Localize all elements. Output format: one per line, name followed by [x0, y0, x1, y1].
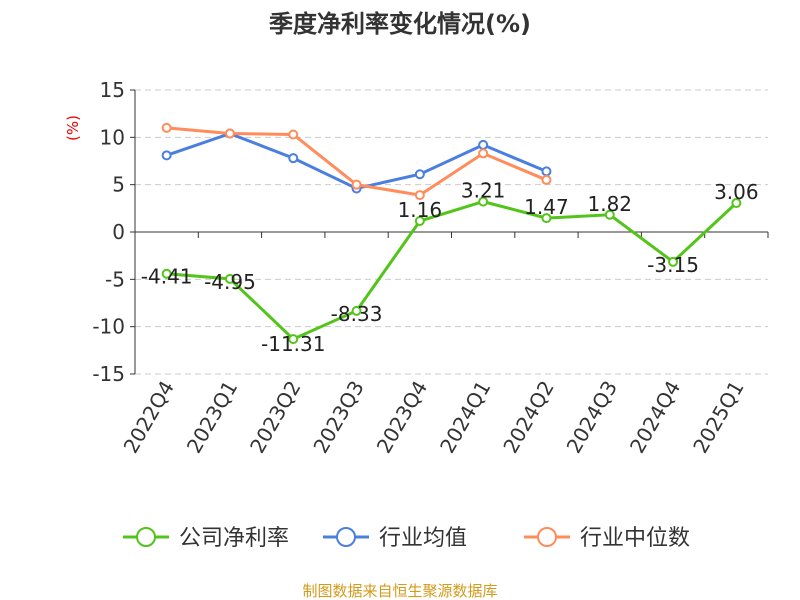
y-tick-label: -10 [92, 315, 125, 339]
x-tick-label: 2023Q2 [245, 377, 305, 458]
data-point [414, 169, 425, 180]
data-point [541, 213, 552, 224]
y-tick-label: 0 [112, 220, 125, 244]
data-label: -3.15 [647, 253, 699, 277]
y-axis-label: (%) [64, 115, 82, 141]
data-point [161, 150, 172, 161]
x-tick-label: 2023Q4 [372, 377, 432, 458]
chart-title: 季度净利率变化情况(%) [269, 10, 531, 38]
data-point [478, 196, 489, 207]
data-point [224, 128, 235, 139]
data-label: -8.33 [331, 302, 383, 326]
data-point [351, 179, 362, 190]
x-tick-label: 2023Q1 [182, 377, 242, 458]
legend-marker [336, 527, 356, 547]
data-label: -11.31 [261, 332, 325, 356]
legend-marker [537, 527, 557, 547]
data-point [668, 256, 679, 267]
data-point [731, 198, 742, 209]
y-tick-label: -15 [92, 362, 125, 386]
data-point [161, 122, 172, 133]
y-tick-label: -5 [105, 267, 125, 291]
data-point [478, 139, 489, 150]
data-label: -4.41 [141, 265, 193, 289]
data-point [414, 190, 425, 201]
x-tick-label: 2025Q1 [688, 377, 748, 458]
legend-label: 公司净利率 [179, 526, 289, 551]
data-label: 3.06 [714, 180, 759, 204]
x-tick-label: 2024Q3 [562, 377, 622, 458]
y-tick-label: 15 [100, 78, 125, 102]
data-label: -4.95 [204, 270, 256, 294]
x-tick-label: 2023Q3 [308, 377, 368, 458]
data-point [224, 273, 235, 284]
data-point [541, 174, 552, 185]
data-point [288, 129, 299, 140]
data-label: 3.21 [461, 179, 506, 203]
data-point [478, 148, 489, 159]
y-tick-label: 5 [112, 173, 125, 197]
legend-marker [136, 527, 156, 547]
legend-label: 行业均值 [379, 526, 467, 551]
data-point [288, 153, 299, 164]
source-note: 制图数据来自恒生聚源数据库 [302, 582, 497, 600]
y-tick-label: 10 [100, 125, 125, 149]
series-line-0 [166, 200, 738, 341]
data-point [351, 305, 362, 316]
data-point [604, 209, 615, 220]
data-label: 1.47 [524, 195, 569, 219]
x-tick-label: 2022Q4 [119, 377, 179, 458]
x-tick-label: 2024Q2 [498, 377, 558, 458]
data-point [541, 166, 552, 177]
data-label: 1.16 [398, 198, 443, 222]
data-point [161, 268, 172, 279]
x-tick-label: 2024Q1 [435, 377, 495, 458]
data-label: 1.82 [587, 192, 632, 216]
data-point [414, 216, 425, 227]
data-point [288, 334, 299, 345]
legend-label: 行业中位数 [580, 526, 690, 551]
x-tick-label: 2024Q4 [625, 377, 685, 458]
